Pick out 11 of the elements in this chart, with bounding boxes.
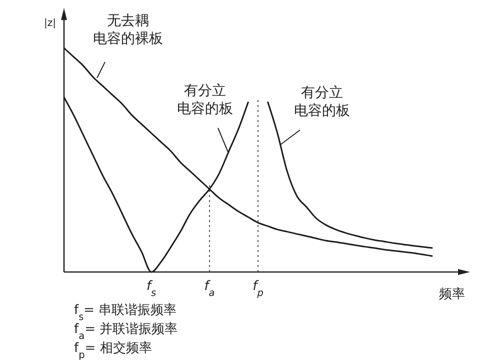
series-label: 无去耦电容的裸板 [93,13,163,47]
x-axis-title: 频率 [439,286,465,302]
x-tick-label: f$_{s}$ [146,279,156,298]
text: f$_{p}$= 相交频率 [74,340,152,360]
x-tick-label: f$_{p}$ [252,279,264,298]
x-tick-label: f$_{a}$ [204,279,215,298]
y-axis-title: |z| [44,18,56,29]
series-label: 有分立电容的板 [294,85,350,119]
text: f$_{s}$= 串联谐振频率 [74,302,177,322]
text: f$_{a}$= 并联谐振频率 [74,321,178,342]
series-label: 有分立电容的板 [177,83,233,117]
